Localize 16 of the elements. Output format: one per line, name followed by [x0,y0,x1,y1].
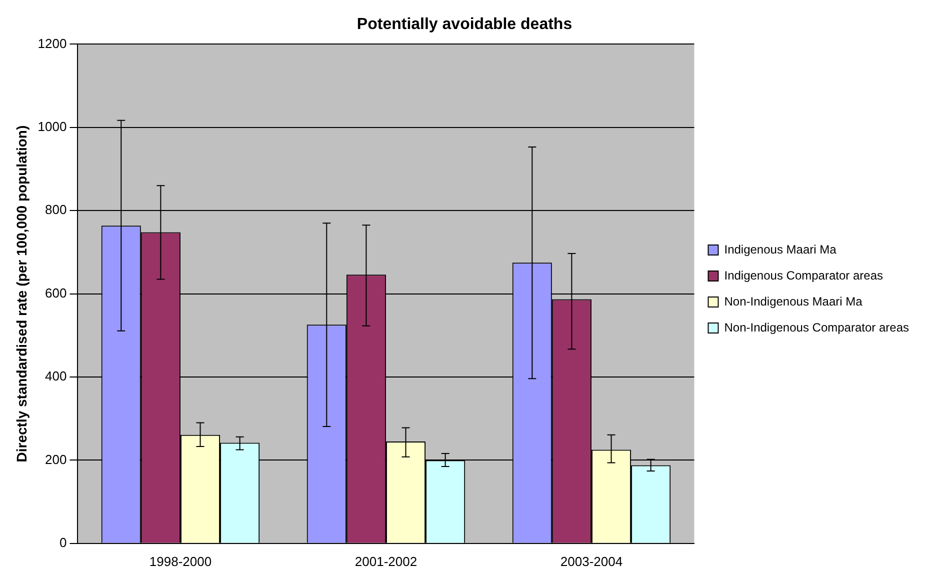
y-axis-title: Directly standardised rate (per 100,000 population) [13,125,30,462]
y-tick-label: 1000 [38,118,67,134]
legend-label: Indigenous Comparator areas [724,268,883,282]
chart-title: Potentially avoidable deaths [356,16,572,34]
y-tick-label: 0 [59,534,67,550]
legend-label: Indigenous Maari Ma [724,242,837,256]
y-tick-label: 400 [45,368,67,384]
x-tick-label: 2001-2002 [354,554,418,569]
x-tick-label: 2003-2004 [560,554,623,569]
x-tick-label: 1998-2000 [149,554,212,569]
y-tick-label: 1200 [38,36,67,51]
y-tick-label: 200 [45,452,67,467]
y-tick-label: 800 [45,202,67,218]
y-tick-label: 600 [45,285,67,300]
legend-label: Non-Indigenous Maari Ma [724,294,863,308]
legend-label: Non-Indigenous Comparator areas [724,320,910,334]
